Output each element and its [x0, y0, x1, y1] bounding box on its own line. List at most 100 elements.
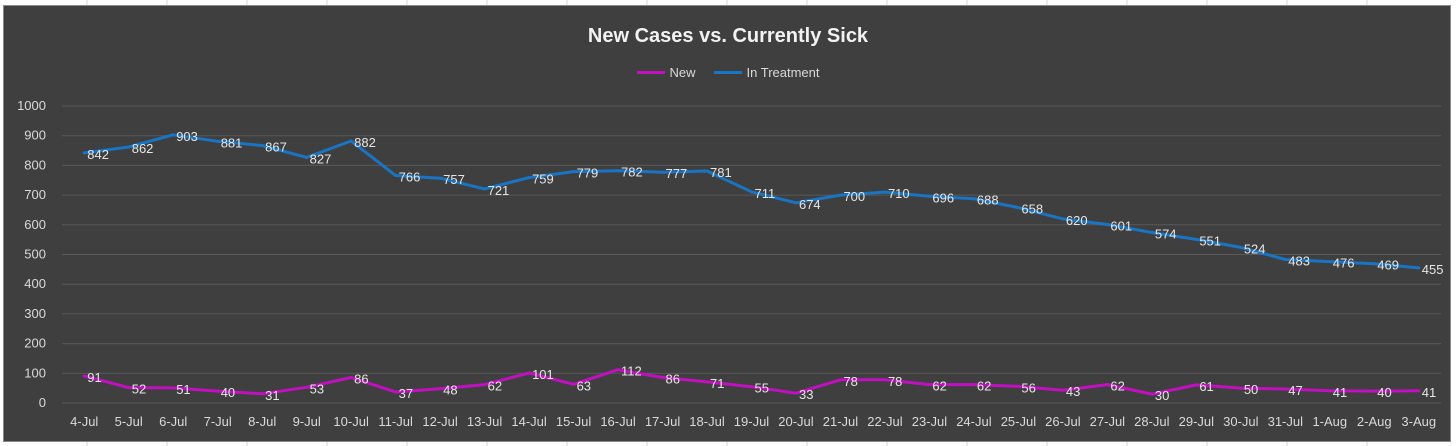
y-tick-label: 1000 [17, 98, 46, 113]
data-point-in-treatment [661, 170, 665, 174]
data-point-in-treatment [82, 151, 86, 155]
data-point-new [1150, 392, 1154, 396]
data-label-in-treatment: 881 [221, 135, 243, 150]
data-label-in-treatment: 574 [1155, 227, 1177, 242]
data-point-in-treatment [171, 133, 175, 137]
x-tick-label: 18-Jul [689, 414, 725, 429]
y-tick-label: 0 [39, 395, 46, 410]
chart-panel[interactable]: New Cases vs. Currently Sick New In Trea… [3, 5, 1451, 442]
data-point-new [483, 383, 487, 387]
data-point-new [972, 383, 976, 387]
data-label-new: 55 [755, 381, 769, 396]
x-tick-label: 8-Jul [248, 414, 276, 429]
data-point-new [216, 389, 220, 393]
data-label-in-treatment: 903 [176, 129, 198, 144]
data-label-in-treatment: 483 [1288, 254, 1310, 269]
x-tick-label: 15-Jul [556, 414, 592, 429]
data-point-in-treatment [1328, 260, 1332, 264]
data-label-in-treatment: 827 [310, 151, 332, 166]
data-label-new: 62 [977, 379, 991, 394]
y-tick-label: 200 [24, 336, 46, 351]
data-point-new [616, 368, 620, 372]
x-tick-label: 16-Jul [600, 414, 636, 429]
data-point-in-treatment [216, 139, 220, 143]
data-point-new [1372, 389, 1376, 393]
data-point-in-treatment [305, 155, 309, 159]
data-label-new: 51 [176, 382, 190, 397]
x-tick-label: 9-Jul [293, 414, 321, 429]
data-label-new: 43 [1066, 384, 1080, 399]
data-point-new [572, 382, 576, 386]
data-label-in-treatment: 524 [1244, 241, 1266, 256]
legend-item-new: New [636, 65, 696, 80]
data-label-in-treatment: 476 [1333, 256, 1355, 271]
data-label-new: 48 [443, 383, 457, 398]
y-tick-label: 400 [24, 276, 46, 291]
data-label-in-treatment: 658 [1021, 202, 1043, 217]
x-tick-label: 27-Jul [1090, 414, 1126, 429]
data-label-in-treatment: 696 [932, 190, 954, 205]
data-label-new: 50 [1244, 382, 1258, 397]
data-point-new [394, 390, 398, 394]
data-point-new [438, 387, 442, 391]
legend-swatch-new [636, 71, 665, 74]
legend-item-in-treatment: In Treatment [713, 65, 820, 80]
data-label-in-treatment: 766 [399, 169, 421, 184]
x-tick-label: 14-Jul [511, 414, 547, 429]
x-tick-label: 2-Aug [1357, 414, 1392, 429]
data-point-new [171, 386, 175, 390]
data-point-new [1194, 383, 1198, 387]
x-tick-label: 12-Jul [422, 414, 458, 429]
data-label-new: 101 [532, 367, 554, 382]
data-label-new: 62 [1110, 379, 1124, 394]
data-label-new: 86 [666, 371, 680, 386]
data-point-new [1016, 384, 1020, 388]
data-point-in-treatment [483, 187, 487, 191]
data-label-new: 112 [621, 364, 642, 379]
legend-label-new: New [669, 65, 696, 80]
x-tick-label: 13-Jul [467, 414, 503, 429]
y-tick-label: 900 [24, 128, 46, 143]
data-label-in-treatment: 711 [755, 186, 776, 201]
data-label-in-treatment: 674 [799, 197, 821, 212]
data-label-new: 61 [1199, 379, 1213, 394]
data-label-new: 71 [710, 376, 724, 391]
data-label-new: 52 [132, 382, 146, 397]
data-point-in-treatment [527, 176, 531, 180]
data-label-in-treatment: 455 [1422, 262, 1444, 277]
data-label-new: 40 [221, 385, 235, 400]
data-point-new [349, 375, 353, 379]
data-label-new: 53 [310, 381, 324, 396]
data-label-in-treatment: 882 [354, 135, 376, 150]
data-point-in-treatment [1283, 258, 1287, 262]
data-point-in-treatment [1016, 206, 1020, 210]
y-tick-label: 100 [24, 365, 46, 380]
x-tick-label: 31-Jul [1268, 414, 1304, 429]
x-tick-label: 5-Jul [115, 414, 143, 429]
data-label-in-treatment: 842 [87, 147, 109, 162]
data-label-new: 78 [888, 374, 902, 389]
data-label-in-treatment: 779 [577, 166, 599, 181]
data-point-in-treatment [705, 169, 709, 173]
data-label-in-treatment: 867 [265, 140, 287, 155]
data-point-new [794, 391, 798, 395]
data-point-in-treatment [883, 190, 887, 194]
data-point-new [260, 392, 264, 396]
data-point-in-treatment [572, 170, 576, 174]
data-label-new: 41 [1422, 385, 1436, 400]
legend-swatch-in-treatment [713, 71, 742, 74]
data-label-in-treatment: 469 [1377, 258, 1399, 273]
data-point-new [527, 371, 531, 375]
data-point-in-treatment [1372, 262, 1376, 266]
data-label-in-treatment: 721 [488, 183, 510, 198]
data-label-in-treatment: 710 [888, 186, 910, 201]
data-point-new [927, 383, 931, 387]
data-label-new: 56 [1021, 380, 1035, 395]
data-label-in-treatment: 551 [1199, 233, 1221, 248]
data-point-in-treatment [616, 169, 620, 173]
data-point-in-treatment [260, 144, 264, 148]
x-tick-label: 7-Jul [204, 414, 232, 429]
data-label-new: 62 [488, 379, 502, 394]
data-label-in-treatment: 700 [843, 189, 865, 204]
data-point-new [1105, 383, 1109, 387]
